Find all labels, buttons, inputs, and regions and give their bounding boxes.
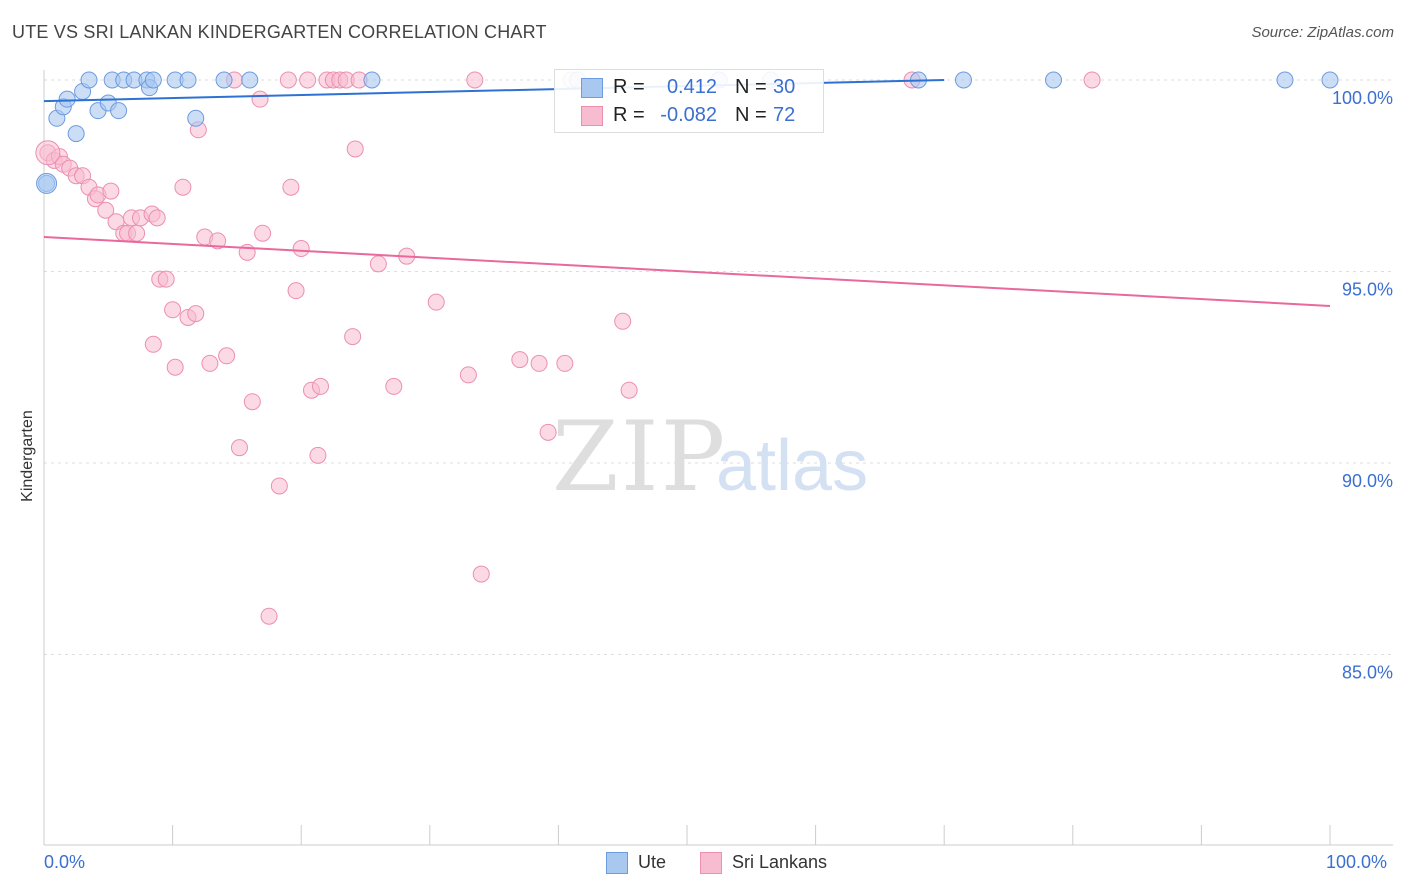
sri-lankans-point [511,351,529,369]
y-tick-label: 85.0% [1342,663,1393,683]
sri-lankans-point [385,377,403,395]
legend-swatch-sri-lankans [581,106,603,126]
sri-lankans-point [148,209,166,227]
sri-lankans-point [287,282,305,300]
legend-label-ute: Ute [638,852,667,872]
sri-lankans-point [144,335,162,353]
sri-lankans-point [427,293,445,311]
sri-lankans-point [466,71,484,89]
ute-point [241,71,259,89]
sri-lankans-point [459,366,477,384]
sri-lankans-point [369,255,387,273]
legend-swatch-ute [606,852,628,874]
sri-lankans-point [472,565,490,583]
sri-lankans-point [251,90,269,108]
legend-r-value: -0.082 [660,104,717,126]
legend-n-value: 30 [773,76,796,98]
y-tick-label: 95.0% [1342,280,1393,300]
sri-lankans-point [539,423,557,441]
sri-lankans-point [309,446,327,464]
sri-lankans-point [1083,71,1101,89]
ute-point [363,71,381,89]
sri-lankans-point [102,182,120,200]
legend-label-sri-lankans: Sri Lankans [732,852,828,872]
watermark-atlas: atlas [716,426,868,506]
sri-lankans-point [279,71,297,89]
sri-lankans-point [270,477,288,495]
sri-lankans-point [243,393,261,411]
legend-row-ute: R = 0.412 N = 30 [555,74,823,102]
ute-point [144,71,162,89]
sri-lankans-point [311,377,329,395]
sri-lankans-point [128,224,146,242]
ute-point [1045,71,1063,89]
x-tick-label-min: 0.0% [44,852,86,872]
ute-point [58,90,76,108]
y-tick-label: 90.0% [1342,471,1393,491]
sri-lankans-point [164,301,182,319]
sri-lankans-point [344,328,362,346]
sri-lankans-point [530,354,548,372]
sri-lankans-point [292,240,310,258]
ute-point [67,125,85,143]
x-tick-label-max: 100.0% [1326,852,1388,872]
ute-point [1321,71,1339,89]
source-label: Source: ZipAtlas.com [1251,24,1394,41]
legend-r-label: R = [613,104,645,126]
watermark: ZIP atlas [552,401,868,513]
sri-lankans-point [174,178,192,196]
ute-point [954,71,972,89]
sri-lankans-point [556,354,574,372]
legend-swatch-sri-lankans [700,852,722,874]
legend-n-value: 72 [773,104,796,126]
ute-point [110,102,128,120]
sri-lankans-point [346,140,364,158]
correlation-legend: R = 0.412 N = 30 R = -0.082 N = 72 [554,69,824,133]
legend-n-label: N = [735,76,767,98]
ute-point [36,172,58,194]
legend-row-sri-lankans: R = -0.082 N = 72 [555,102,823,130]
sri-lankans-point [35,140,61,166]
ute-point [215,71,233,89]
sri-lankans-point [166,358,184,376]
sri-lankans-point [209,232,227,250]
legend-n-label: N = [735,104,767,126]
data-points [35,71,1339,625]
sri-lankans-point [282,178,300,196]
axes [43,70,1393,846]
y-tick-labels: 100.0% 95.0% 90.0% 85.0% [1332,88,1393,683]
sri-lankans-trend-line [43,236,1331,307]
sri-lankans-point [260,607,278,625]
sri-lankans-point [299,71,317,89]
legend-r-label: R = [613,76,645,98]
watermark-zip: ZIP [552,401,727,513]
grid-lines [44,79,1393,655]
sri-lankans-point [187,305,205,323]
ute-point [187,109,205,127]
legend-r-value: 0.412 [666,76,717,98]
y-tick-label: 100.0% [1332,88,1393,108]
y-axis-label: Kindergarten [19,410,36,502]
legend-swatch-ute [581,78,603,98]
sri-lankans-point [620,381,638,399]
sri-lankans-point [614,312,632,330]
ute-point [179,71,197,89]
ute-point [80,71,98,89]
sri-lankans-point [97,201,115,219]
sri-lankans-point [218,347,236,365]
sri-lankans-point [157,270,175,288]
chart-title: UTE VS SRI LANKAN KINDERGARTEN CORRELATI… [12,22,547,42]
sri-lankans-point [230,439,248,457]
ute-point [1276,71,1294,89]
sri-lankans-point [201,354,219,372]
sri-lankans-point [254,224,272,242]
